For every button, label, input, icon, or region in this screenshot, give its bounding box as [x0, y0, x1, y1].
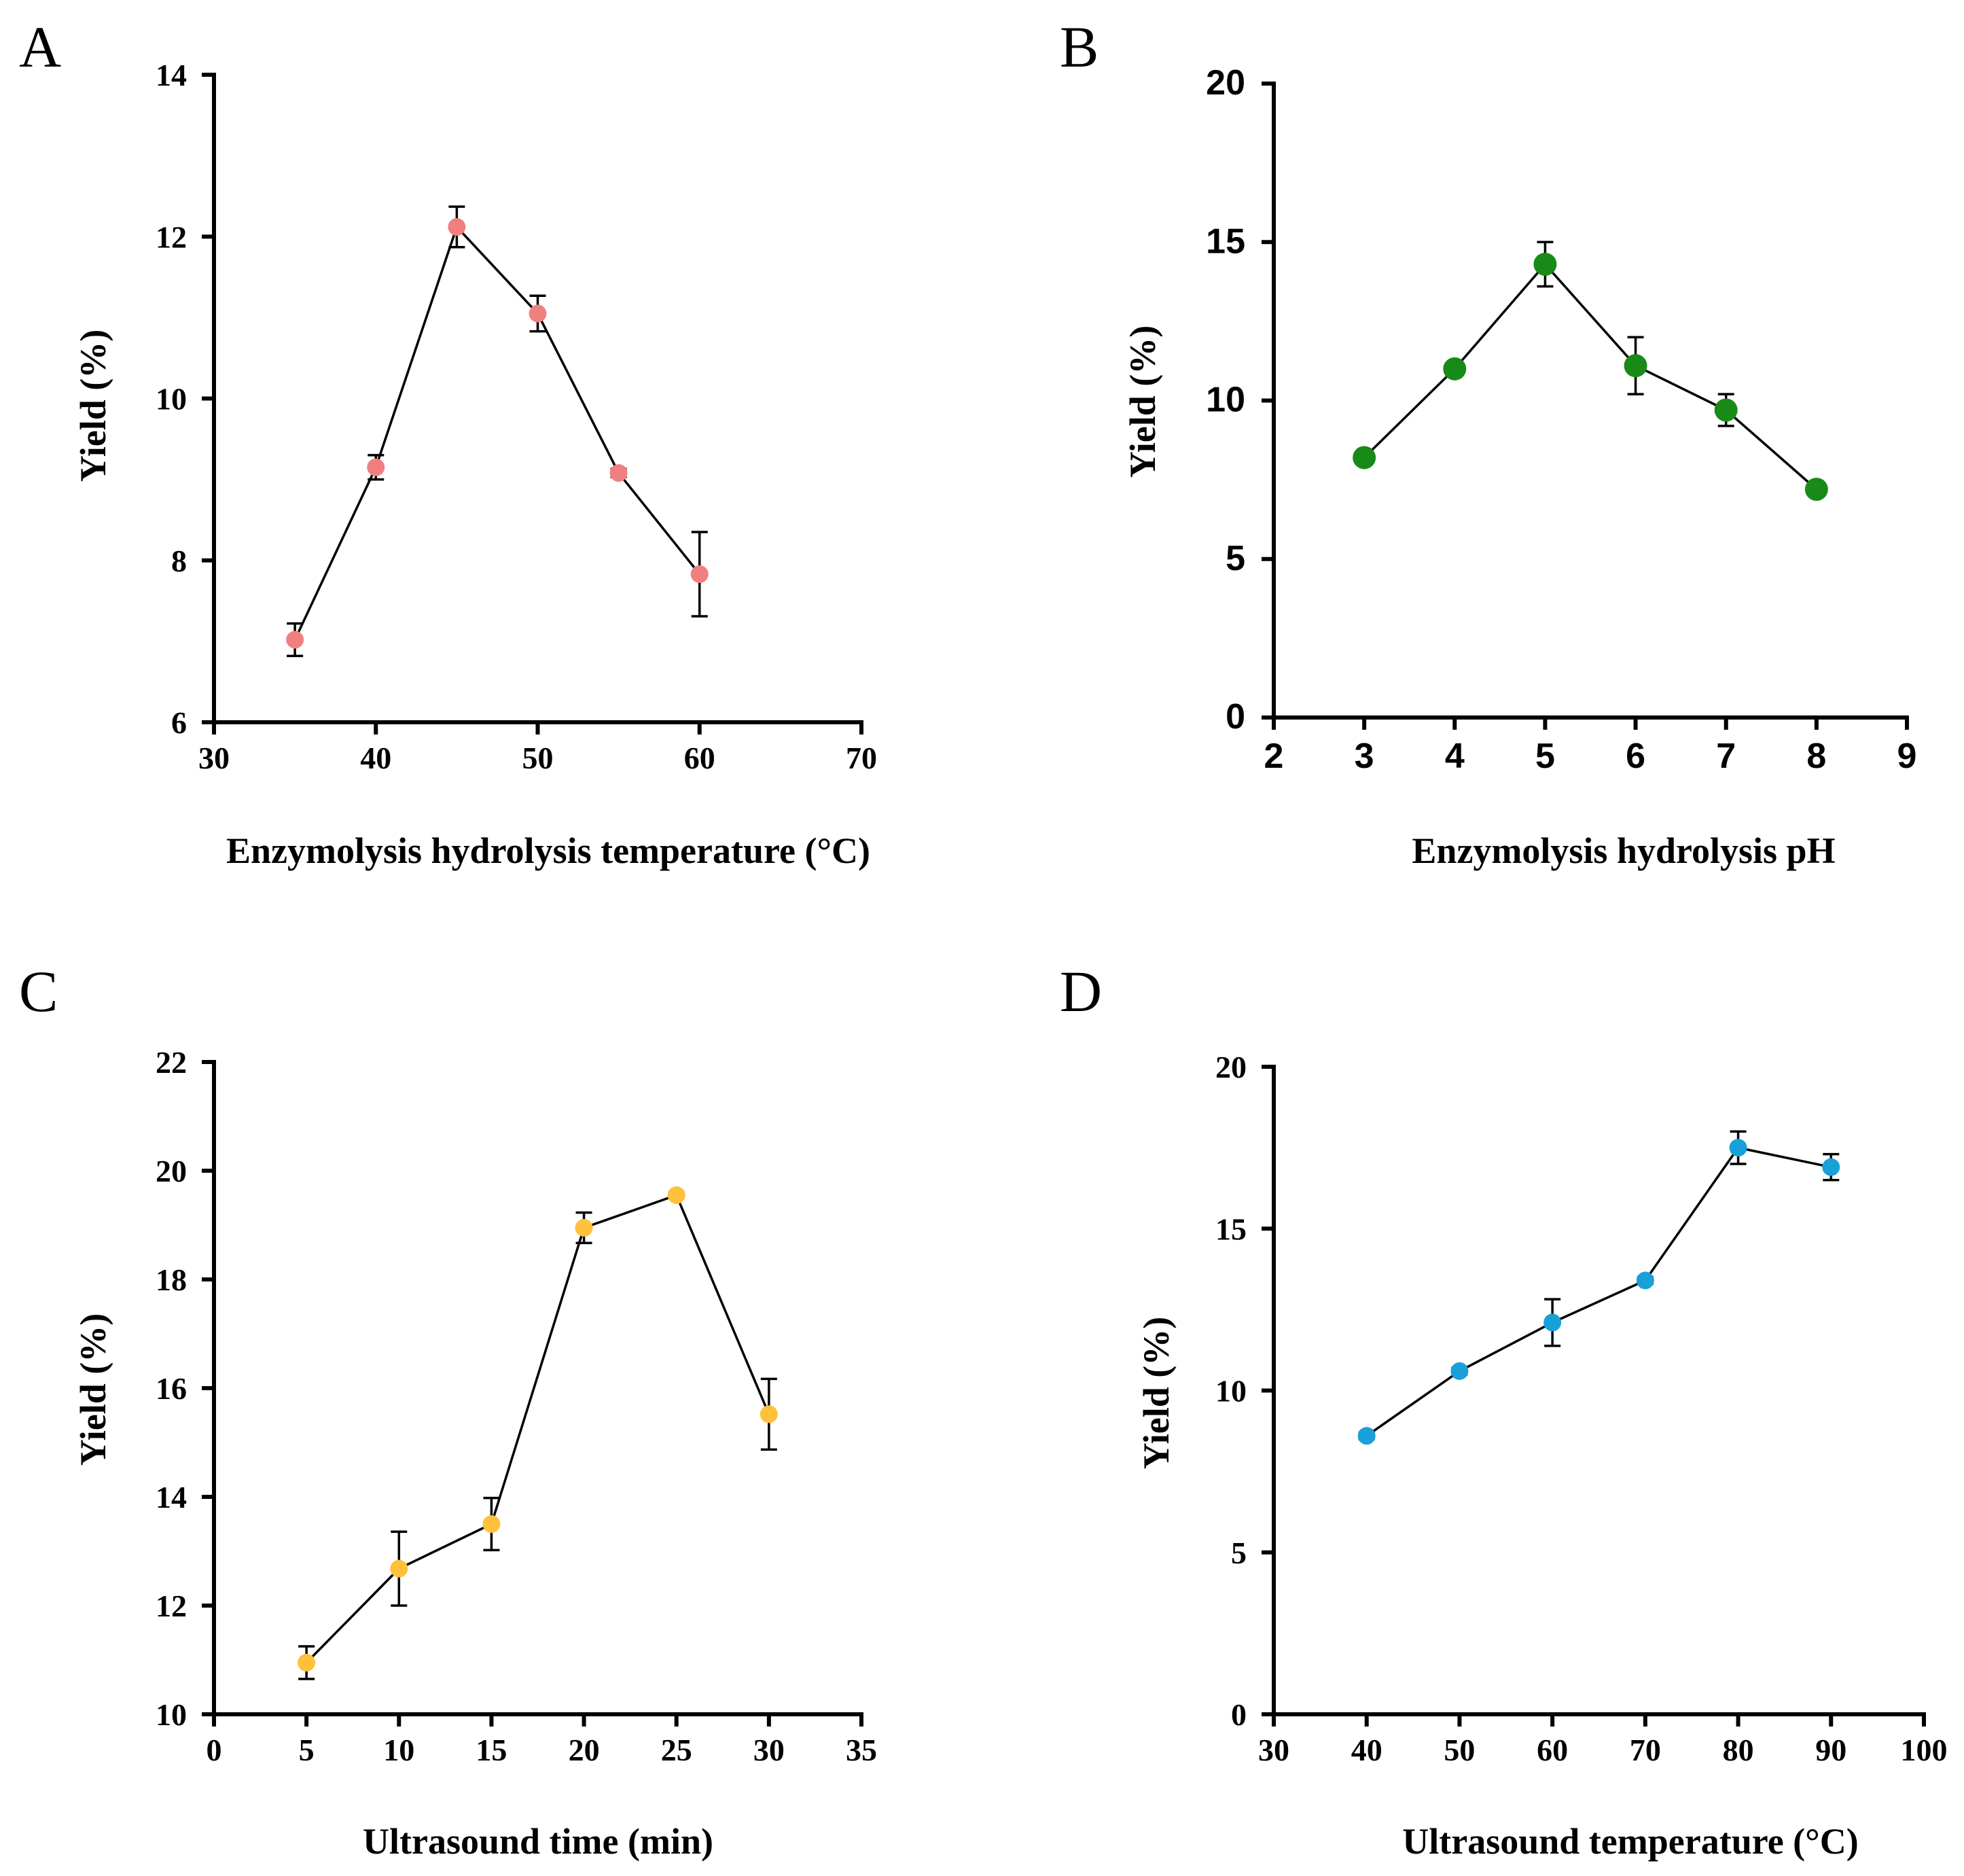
panel-a-data-point — [367, 458, 385, 476]
panel-b-letter: B — [1060, 14, 1099, 79]
panel-c-data-point — [575, 1219, 593, 1237]
panel-b-ytick-label: 0 — [1226, 697, 1245, 737]
panel-c-ytick-label: 14 — [156, 1480, 187, 1515]
panel-b-data-point — [1533, 252, 1557, 276]
panel-b-xtick-label: 3 — [1355, 737, 1374, 776]
panel-a-xtick-label: 30 — [198, 741, 230, 775]
panel-a-data-point — [529, 304, 547, 323]
panel-b-xtick-label: 4 — [1445, 737, 1465, 776]
panel-b-series-line — [1363, 262, 1818, 491]
panel-c-ytick-label: 18 — [156, 1262, 187, 1297]
panel-d: D Ultrasound temperature (°C) Yield (%) … — [1060, 959, 1948, 1862]
panel-a-xlabel: Enzymolysis hydrolysis temperature (°C) — [226, 830, 870, 871]
panel-c-ytick-label: 16 — [156, 1371, 187, 1406]
panel-c-series-line — [305, 1193, 770, 1664]
panel-b-xtick-label: 5 — [1535, 737, 1555, 776]
panel-d-data-point — [1450, 1362, 1469, 1380]
panel-a-axes — [212, 73, 863, 724]
panel-d-xtick-label: 50 — [1444, 1733, 1475, 1767]
panel-d-xtick-label: 90 — [1815, 1733, 1846, 1767]
panel-c-xtick-label: 35 — [846, 1733, 877, 1767]
panel-a-data-point — [448, 217, 466, 236]
panel-a-data-point — [609, 464, 628, 482]
panel-a-ylabel: Yield (%) — [73, 330, 113, 482]
panel-b-data-point — [1624, 354, 1647, 378]
panel-b-xtick-label: 9 — [1897, 737, 1917, 776]
panel-d-letter: D — [1060, 959, 1102, 1024]
panel-c: C Ultrasound time (min) Yield (%) 10 12 14… — [19, 959, 877, 1862]
panel-c-data-point — [760, 1405, 778, 1423]
panel-a-series-line — [293, 224, 701, 641]
panel-d-xtick-label: 40 — [1351, 1733, 1382, 1767]
panel-b-axes — [1272, 82, 1909, 720]
panel-d-series-line — [1365, 1146, 1832, 1437]
panel-c-xtick-label: 10 — [383, 1733, 414, 1767]
panel-a-ytick-label: 12 — [156, 219, 187, 254]
panel-d-xtick-label: 100 — [1901, 1733, 1948, 1767]
panel-b-ytick-label: 15 — [1206, 222, 1245, 261]
panel-d-ytick-label: 10 — [1215, 1374, 1247, 1409]
panel-d-data-point — [1543, 1313, 1562, 1332]
panel-d-data-point — [1822, 1158, 1840, 1176]
panel-c-data-point — [390, 1559, 408, 1578]
panel-d-ytick-label: 0 — [1231, 1697, 1247, 1732]
panel-b: B Enzymolysis hydrolysis pH Yield (%) 0 5… — [1060, 14, 1916, 871]
panel-c-xtick-label: 25 — [661, 1733, 692, 1767]
panel-a-xtick-label: 70 — [846, 741, 877, 775]
panel-a-letter: A — [19, 14, 61, 79]
panel-b-xtick-label: 2 — [1264, 737, 1284, 776]
panel-a-ytick-label: 8 — [171, 544, 187, 578]
panel-c-ytick-label: 20 — [156, 1154, 187, 1188]
panel-b-ylabel: Yield (%) — [1122, 325, 1163, 478]
panel-d-xtick-label: 60 — [1537, 1733, 1568, 1767]
panel-b-xtick-label: 8 — [1806, 737, 1826, 776]
panel-b-data-point — [1804, 478, 1828, 501]
panel-c-data-point — [298, 1654, 316, 1671]
panel-a-xtick-label: 40 — [360, 741, 391, 775]
panel-a-ytick-label: 14 — [156, 58, 187, 92]
panel-a-xtick-label: 50 — [522, 741, 554, 775]
panel-c-xtick-label: 30 — [753, 1733, 785, 1767]
panel-b-data-point — [1353, 446, 1376, 470]
panel-b-xlabel: Enzymolysis hydrolysis pH — [1412, 830, 1835, 871]
panel-a-ytick-label: 10 — [156, 382, 187, 417]
panel-c-xlabel: Ultrasound time (min) — [363, 1821, 713, 1862]
panel-a-data-point — [690, 565, 709, 584]
panel-b-xtick-label: 6 — [1626, 737, 1645, 776]
panel-a-data-point — [286, 631, 304, 649]
panel-d-xtick-label: 80 — [1723, 1733, 1754, 1767]
panel-b-xtick-label: 7 — [1716, 737, 1736, 776]
panel-d-data-point — [1636, 1271, 1654, 1290]
panel-d-xtick-label: 30 — [1258, 1733, 1289, 1767]
panel-d-ytick-label: 20 — [1215, 1050, 1247, 1084]
panel-d-xlabel: Ultrasound temperature (°C) — [1402, 1821, 1859, 1862]
panel-c-xtick-label: 0 — [207, 1733, 222, 1767]
panel-d-xtick-label: 70 — [1630, 1733, 1661, 1767]
panel-c-xtick-label: 5 — [299, 1733, 315, 1767]
panel-d-ylabel: Yield (%) — [1136, 1317, 1177, 1469]
panel-b-ytick-label: 5 — [1226, 539, 1245, 578]
panel-c-ytick-label: 12 — [156, 1589, 187, 1623]
panel-d-ytick-label: 15 — [1215, 1211, 1247, 1246]
panel-c-axes — [212, 1060, 863, 1716]
panel-c-ytick-label: 22 — [156, 1045, 187, 1080]
panel-a-ytick-label: 6 — [171, 705, 187, 740]
panel-c-ylabel: Yield (%) — [73, 1313, 113, 1466]
panel-d-data-point — [1729, 1139, 1747, 1157]
panel-c-xtick-label: 15 — [476, 1733, 507, 1767]
panel-c-xtick-label: 20 — [569, 1733, 600, 1767]
panel-a: A Enzymolysis hydrolysis temperature (°C… — [19, 14, 877, 871]
panel-c-data-point — [667, 1186, 685, 1204]
panel-a-xtick-label: 60 — [684, 741, 715, 775]
panel-b-data-point — [1443, 357, 1467, 380]
panel-b-ytick-label: 10 — [1206, 380, 1245, 420]
panel-d-ytick-label: 5 — [1231, 1536, 1247, 1570]
panel-c-ytick-label: 10 — [156, 1697, 187, 1732]
panel-d-data-point — [1357, 1427, 1376, 1445]
panel-c-data-point — [482, 1515, 501, 1533]
panel-b-data-point — [1714, 398, 1738, 422]
panel-b-ytick-label: 20 — [1206, 63, 1245, 103]
panel-c-letter: C — [19, 959, 58, 1024]
